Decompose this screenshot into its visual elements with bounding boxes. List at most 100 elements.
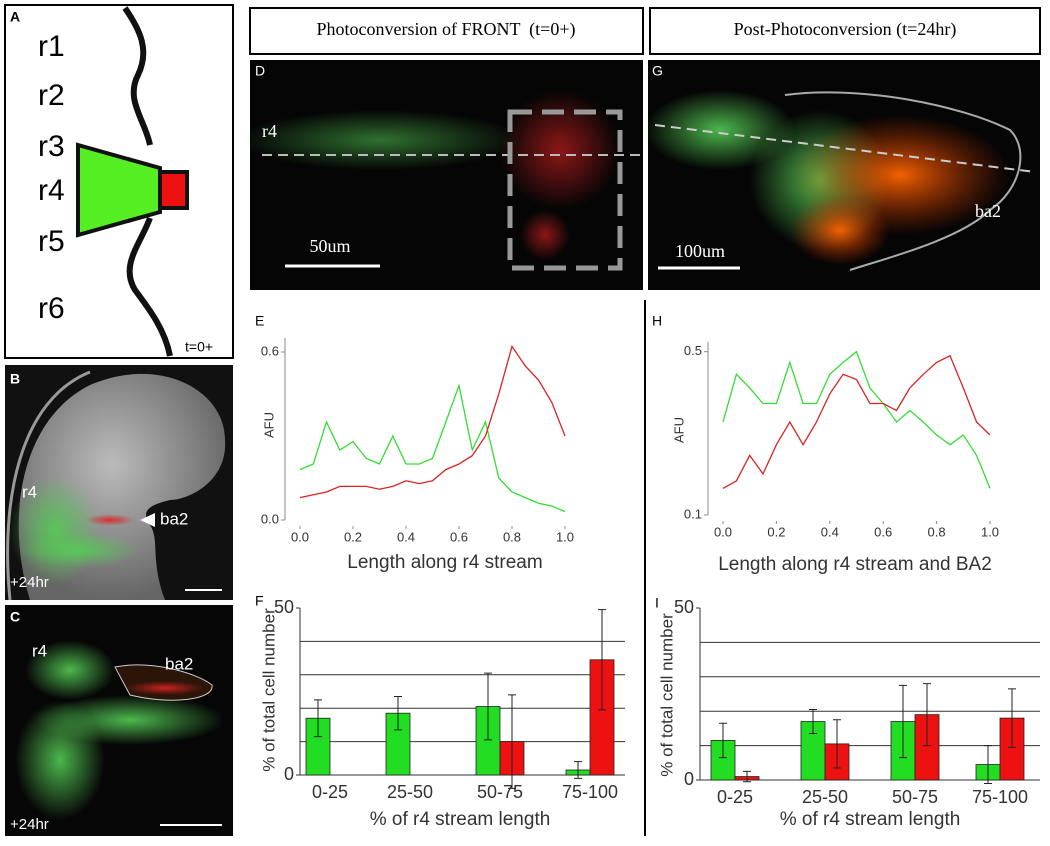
embryo-edge [6,370,91,601]
y-tick-label: 0.1 [684,506,702,521]
rhombomere-label: r3 [38,130,65,163]
x-tick-label: 0.0 [714,524,732,539]
x-tick-label: 0.4 [397,529,415,544]
x-tick-label: 0-25 [312,782,348,802]
x-tick-label: 0.2 [767,524,785,539]
region-label: ba2 [165,654,193,673]
x-tick-label: 0.2 [344,529,362,544]
error-bar [508,694,516,789]
y-tick-label: 50 [674,597,694,617]
x-tick-label: 0.8 [503,529,521,544]
panel-a: A r1 r2 r3 r4 r5 r6 t=0+ [4,4,234,359]
orange-cells [790,195,890,265]
roi-box [507,109,623,271]
region-label: r4 [262,121,277,141]
x-tick-label: 50-75 [477,782,523,802]
x-tick-label: 75-100 [562,782,618,802]
header: Post-Photoconversion (t=24hr) [734,19,957,40]
time-label: t=0+ [185,339,213,355]
y-axis-label: AFU [671,417,686,443]
panel-letter: G [652,63,663,79]
scale-label: 50um [309,236,350,256]
rhombomere-label: r6 [38,292,65,325]
green-cells [15,700,105,820]
panel-b: B r4 ba2 +24hr [5,365,233,601]
panel-letter: A [10,9,20,25]
region-label: ba2 [975,201,1001,221]
panel-letter: B [10,371,20,387]
region-label: r4 [32,641,47,660]
green-cells [240,110,520,170]
error-bar [598,609,606,711]
rhombomere-label: r1 [38,30,65,63]
rhombomere-label: r2 [38,79,65,112]
time-label: +24hr [10,574,49,591]
y-tick-label: 0.6 [261,343,279,358]
data-line [722,350,991,489]
error-bar [394,696,402,731]
x-tick-label: 25-50 [387,782,433,802]
x-axis-label: % of r4 stream length [780,809,961,830]
y-tick-label: 0 [684,769,694,789]
error-bar [484,672,492,741]
x-tick-label: 50-75 [892,787,938,807]
x-axis-label: Length along r4 stream and BA2 [718,554,992,575]
error-bar [984,745,992,784]
error-bar [314,699,322,738]
error-bar [719,722,727,759]
header-box [249,7,644,55]
red-cells [125,681,205,695]
panel-letter: E [255,313,264,329]
header: Photoconversion of FRONT (t=0+) [317,19,576,40]
y-tick-label: 0 [284,764,294,784]
panel-g: G ba2 100um [645,60,1040,290]
y-axis-label: % of total cell number [259,608,278,772]
x-axis-label: Length along r4 stream [347,552,542,573]
x-tick-label: 0.0 [291,529,309,544]
y-tick-label: 0.5 [684,343,702,358]
panel-d: D r4 50um [240,60,643,290]
rhombomere-label: r4 [38,174,65,207]
ba2-outline [784,91,1022,271]
scale-label: 100um [675,241,725,261]
error-bar [833,719,841,769]
x-tick-label: 0.4 [821,524,839,539]
region-label: r4 [22,482,37,501]
x-axis-label: % of r4 stream length [370,809,551,830]
red-region [158,170,189,210]
error-bar [743,770,751,783]
panel-letter: C [10,609,20,625]
data-line [722,354,991,489]
arrowhead [140,513,155,527]
x-tick-label: 75-100 [972,787,1028,807]
x-tick-label: 0-25 [717,787,753,807]
data-line [299,383,566,513]
panel-letter: I [655,595,659,611]
green-region [76,142,162,238]
panel-c: C r4 ba2 +24hr [5,605,233,836]
header-box [649,7,1041,55]
red-cells [500,90,620,210]
error-bar [574,761,582,779]
green-cells [20,532,140,568]
rhombomere-label: r5 [38,225,65,258]
panel-letter: F [255,593,264,609]
y-tick-label: 50 [274,597,294,617]
panel-letter: H [652,313,662,329]
x-tick-label: 0.6 [874,524,892,539]
region-label: ba2 [160,509,188,528]
error-bar [809,708,817,735]
y-tick-label: 0.0 [261,511,279,526]
red-cells [520,210,570,260]
y-axis-label: % of total cell number [657,613,676,777]
y-axis-label: AFU [261,412,276,438]
x-tick-label: 25-50 [802,787,848,807]
error-bar [923,683,931,747]
x-tick-label: 1.0 [556,529,574,544]
time-label: +24hr [10,816,49,833]
panel-letter: D [255,63,265,79]
data-line [299,344,566,499]
x-tick-label: 0.8 [928,524,946,539]
